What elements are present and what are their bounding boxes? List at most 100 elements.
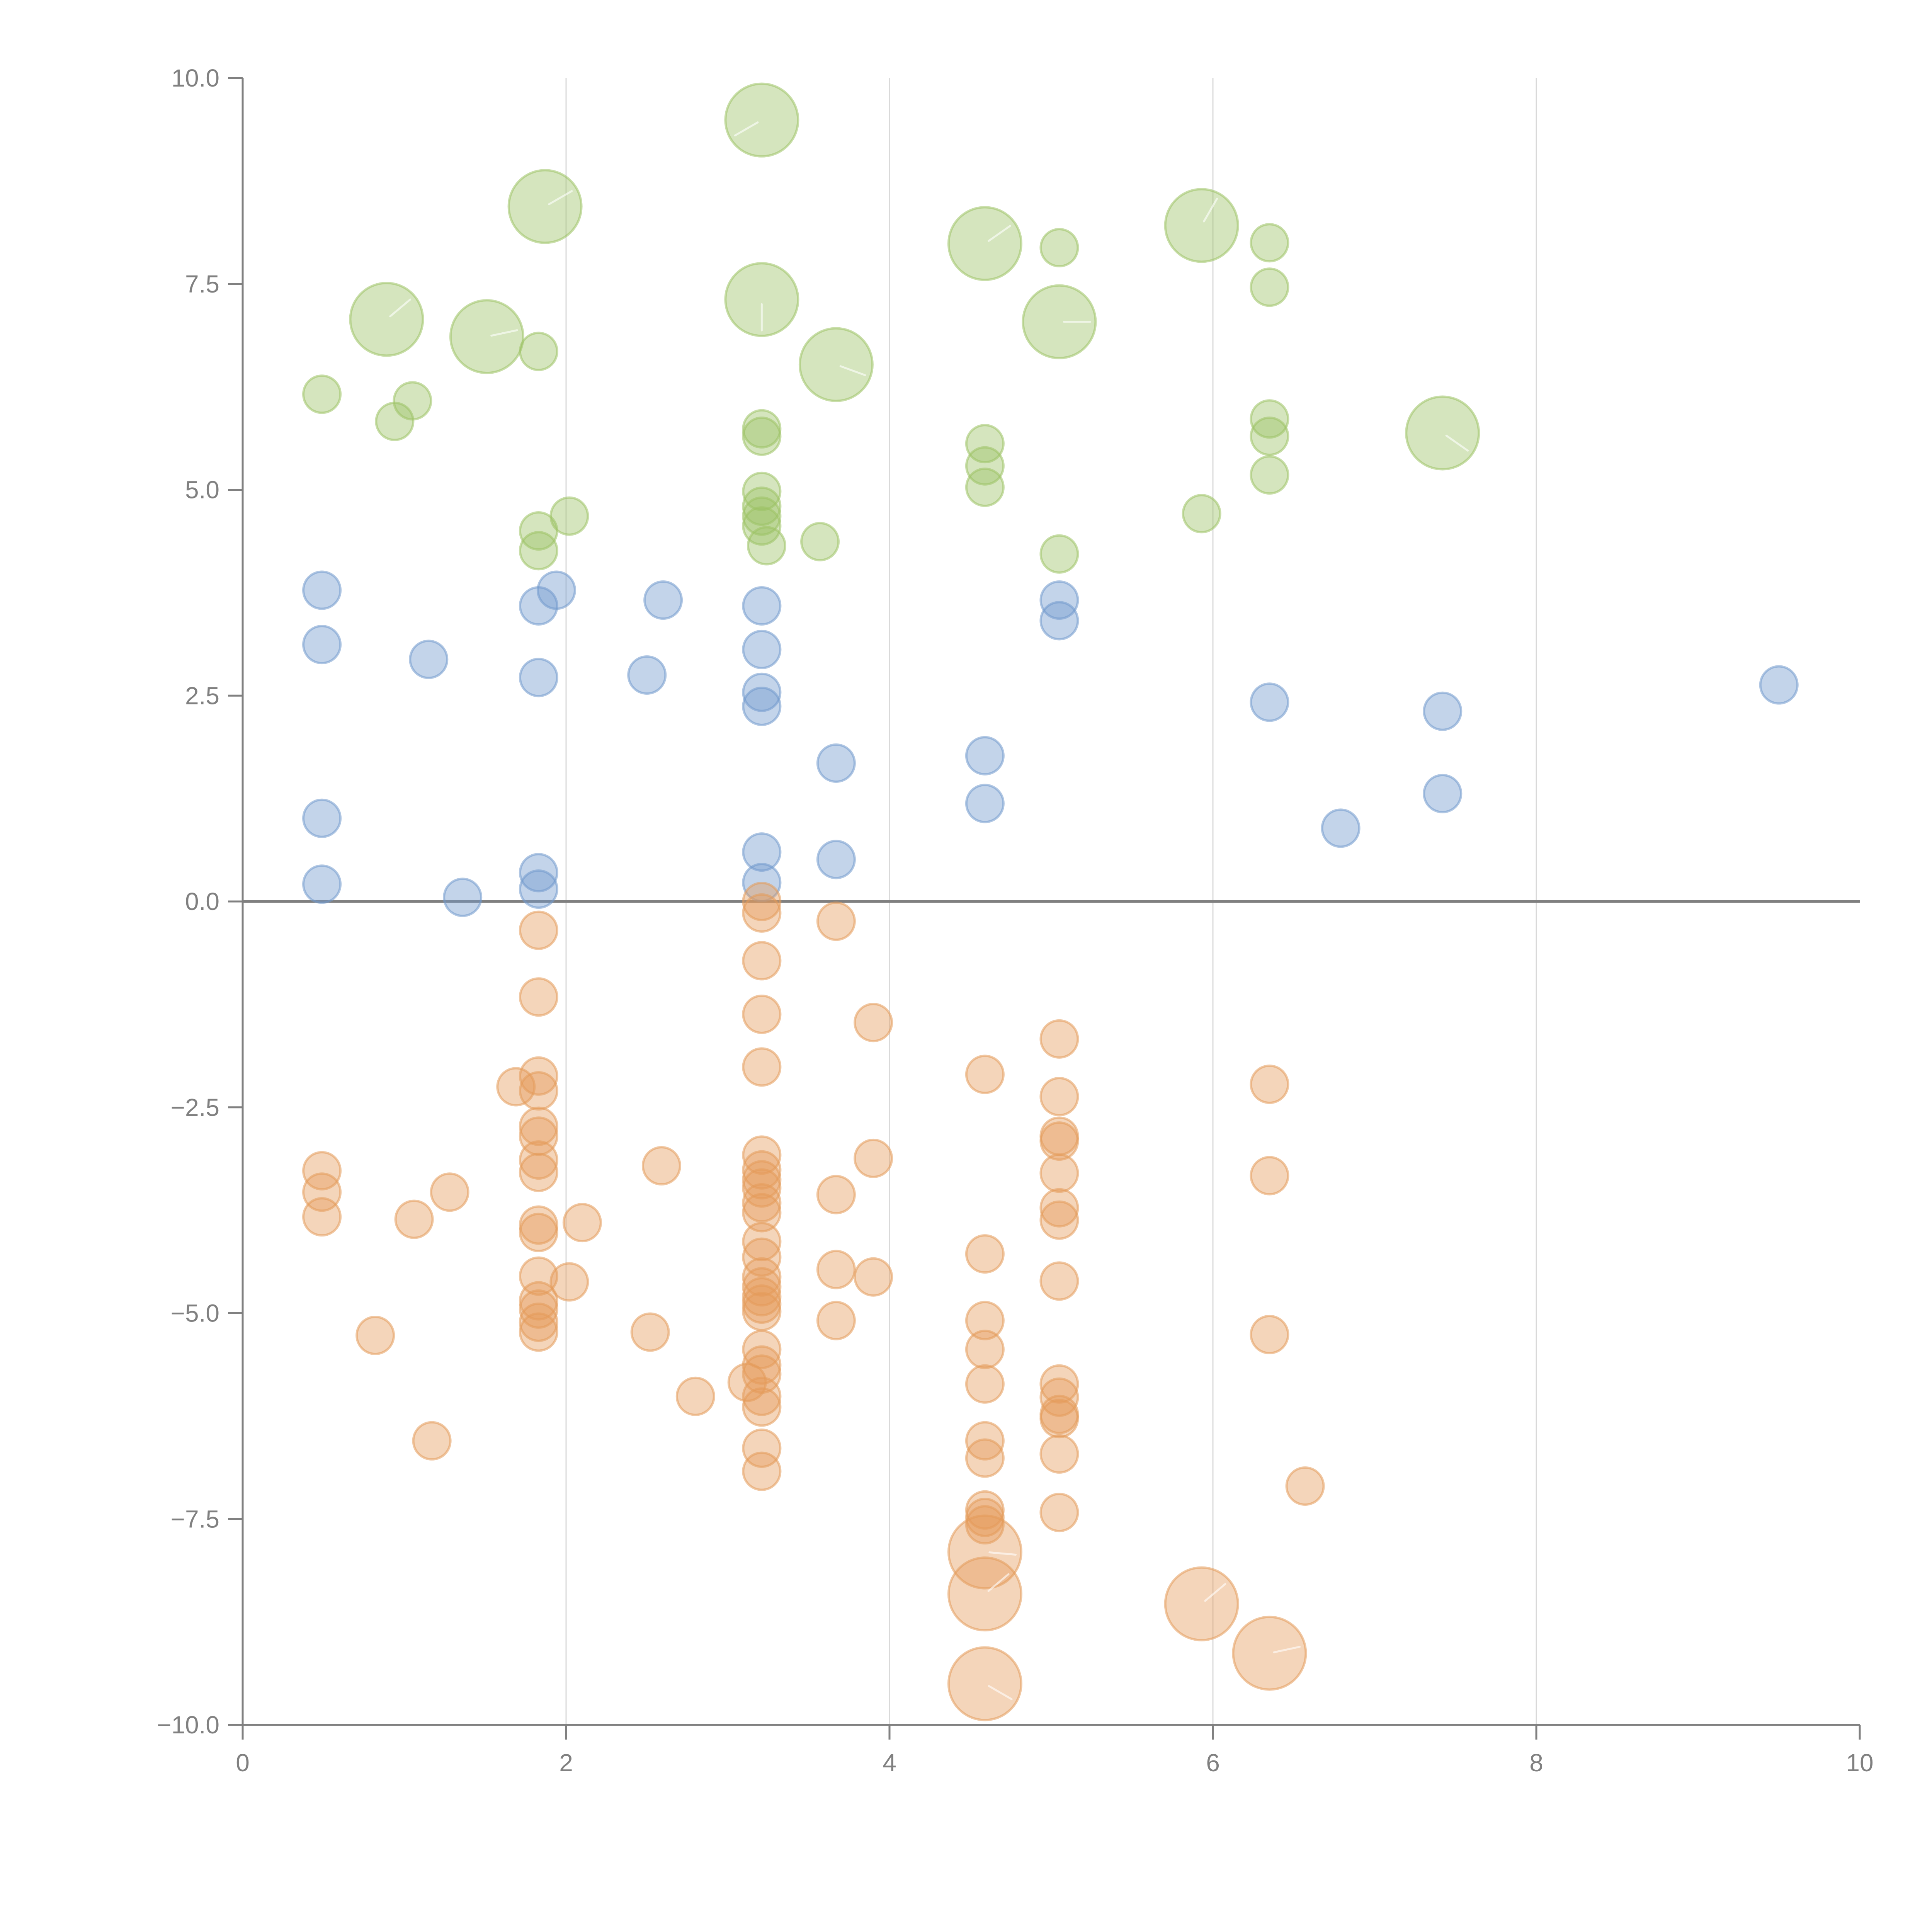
bubble-blue <box>519 869 558 909</box>
bubble-blue <box>1321 808 1361 848</box>
bubble-orange <box>519 977 558 1017</box>
bubble-orange <box>742 1451 782 1491</box>
x-tick-label: 4 <box>883 1749 896 1777</box>
bubble-orange <box>496 1067 536 1107</box>
bubble-blue <box>409 639 449 679</box>
y-tick-label: 7.5 <box>185 270 219 298</box>
bubble-orange <box>816 1175 856 1214</box>
bubble-green <box>349 282 424 357</box>
y-tick-label: −2.5 <box>171 1094 219 1121</box>
bubble-green <box>724 82 799 158</box>
bubble-green <box>1039 534 1079 574</box>
bubble-orange <box>965 1054 1005 1094</box>
bubble-green <box>965 468 1005 507</box>
bubble-orange <box>355 1316 395 1355</box>
y-axis-ticks: 10.0 7.5 5.0 2.5 0.0 −2.5 −5.0 −7.5 −10.0 <box>157 64 243 1739</box>
x-tick-label: 6 <box>1206 1749 1220 1777</box>
bubble-blue <box>536 570 576 610</box>
bubble-green <box>519 531 558 571</box>
x-tick-label: 0 <box>236 1749 250 1777</box>
bubble-orange <box>1039 1399 1079 1439</box>
bubble-blue <box>816 743 856 783</box>
bubble-orange <box>742 1183 782 1223</box>
bubble-orange <box>1250 1315 1289 1354</box>
bubble-orange <box>854 1138 893 1178</box>
bubble-orange <box>1285 1466 1325 1506</box>
bubble-orange <box>1164 1566 1239 1641</box>
bubble-orange <box>742 1376 782 1416</box>
bubble-orange <box>816 1250 856 1289</box>
bubble-marker-line <box>1204 1583 1226 1602</box>
bubble-orange <box>742 941 782 981</box>
bubble-orange <box>854 1257 893 1297</box>
bubble-green <box>965 446 1005 486</box>
bubble-orange <box>816 901 856 941</box>
bubble-blue <box>302 798 342 838</box>
bubble-marker-line <box>734 121 759 137</box>
bubble-orange <box>742 1292 782 1332</box>
bubble-orange <box>742 994 782 1034</box>
bubble-blue <box>443 878 483 917</box>
bubble-orange <box>1039 1493 1079 1532</box>
bubble-orange <box>519 1056 558 1096</box>
bubble-orange <box>519 1140 558 1180</box>
bubble-green <box>965 424 1005 464</box>
bubble-green <box>947 206 1022 281</box>
x-axis-ticks: 0 2 4 6 8 10 <box>236 1725 1874 1777</box>
bubble-blue <box>1039 601 1079 641</box>
bubble-blue <box>1759 665 1799 705</box>
bubble-orange <box>742 893 782 933</box>
bubble-orange <box>549 1262 589 1302</box>
bubble-green <box>1039 228 1079 267</box>
bubble-blue <box>965 736 1005 776</box>
bubble-orange <box>302 1151 342 1190</box>
bubble-orange <box>965 1438 1005 1478</box>
bubble-orange <box>394 1199 434 1239</box>
bubble-marker-line <box>988 225 1011 242</box>
bubble-orange <box>302 1197 342 1237</box>
bubble-orange <box>1039 1019 1079 1059</box>
bubble-orange <box>965 1364 1005 1404</box>
bubble-green <box>742 486 782 526</box>
bubble-orange <box>1250 1065 1289 1104</box>
bubble-green <box>742 496 782 536</box>
bubble-orange <box>519 1302 558 1342</box>
bubble-green <box>549 496 589 536</box>
x-tick-label: 2 <box>559 1749 573 1777</box>
x-tick-label: 8 <box>1529 1749 1543 1777</box>
bubble-orange <box>1039 1121 1079 1161</box>
bubble-orange <box>1039 1377 1079 1417</box>
bubble-orange <box>1039 1188 1079 1228</box>
bubble-orange <box>947 1514 1022 1590</box>
series-green <box>302 82 1480 574</box>
bubble-orange <box>727 1362 767 1402</box>
bubble-green <box>800 522 840 561</box>
bubble-marker-line <box>1273 1646 1301 1653</box>
bubble-green <box>1164 188 1239 263</box>
bubble-green <box>449 299 524 374</box>
series-blue <box>302 570 1799 917</box>
bubble-marker-line <box>839 365 866 376</box>
bubble-blue <box>742 672 782 712</box>
bubble-green <box>724 262 799 337</box>
bubble-blue <box>1250 682 1289 722</box>
bubble-blue <box>742 629 782 669</box>
x-tick-label: 10 <box>1846 1749 1873 1777</box>
bubble-orange <box>519 1213 558 1252</box>
bubble-marker-line <box>490 329 518 337</box>
bubble-orange <box>816 1301 856 1340</box>
bubble-orange <box>965 1421 1005 1461</box>
bubble-orange <box>742 882 782 921</box>
bubble-orange <box>519 1281 558 1321</box>
bubble-blue <box>1423 774 1463 813</box>
bubble-orange <box>742 1237 782 1277</box>
bubble-blue <box>1039 580 1079 620</box>
bubble-marker-line <box>548 190 573 205</box>
bubble-orange <box>742 1160 782 1200</box>
bubble-orange <box>947 1556 1022 1632</box>
bubble-blue <box>742 686 782 726</box>
bubble-blue <box>302 625 342 665</box>
bubbles-layer <box>302 82 1799 1721</box>
y-tick-label: 2.5 <box>185 682 219 709</box>
